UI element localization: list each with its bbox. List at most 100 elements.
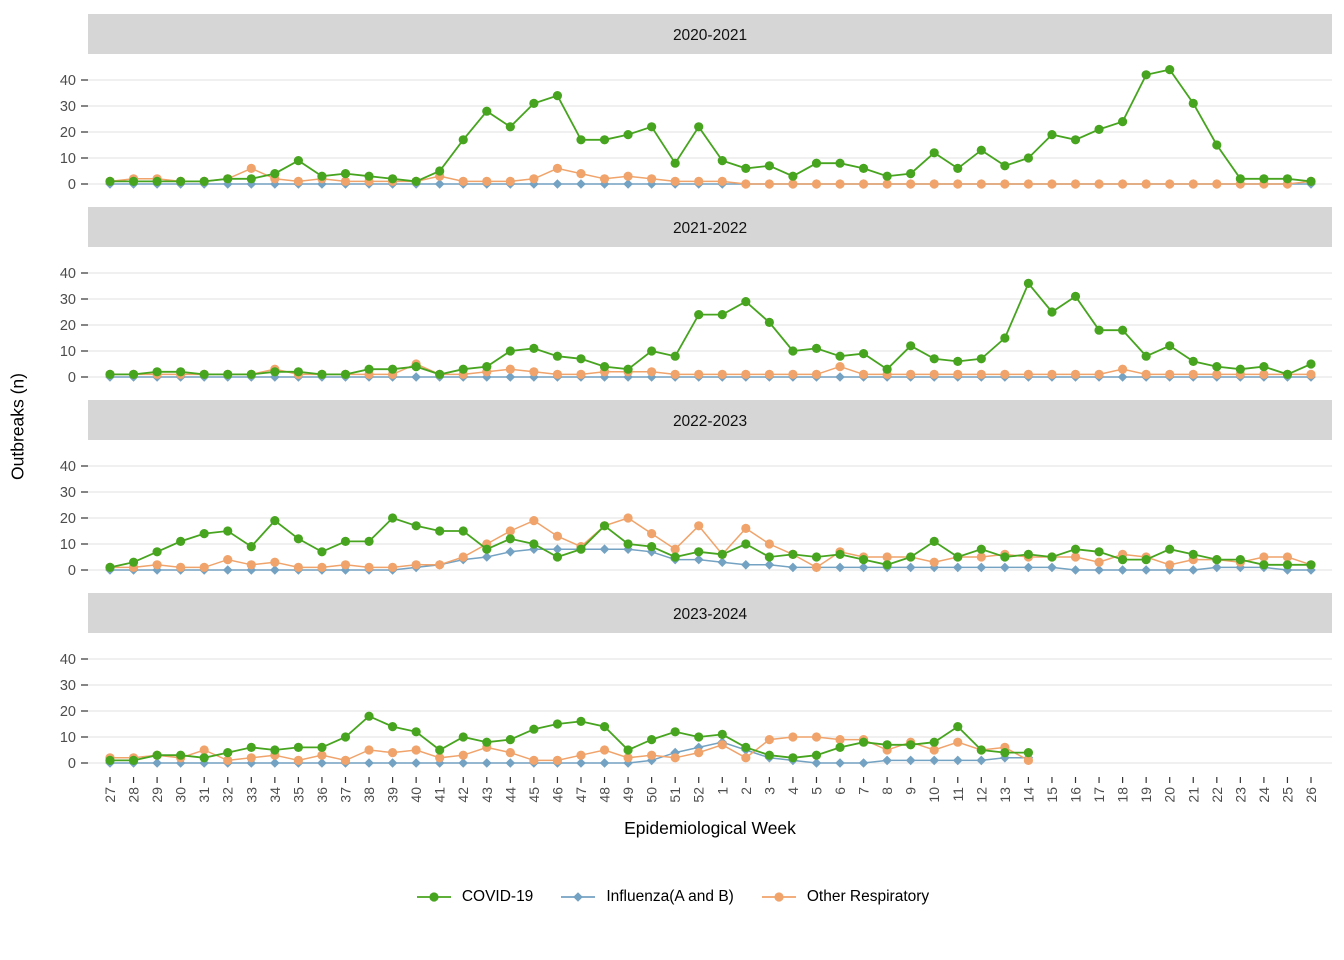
data-point xyxy=(741,539,751,549)
data-point xyxy=(835,351,845,361)
data-point xyxy=(694,122,704,132)
data-point xyxy=(670,544,680,554)
data-point xyxy=(976,145,986,155)
data-point xyxy=(694,732,704,742)
x-tick-label: 1 xyxy=(714,787,730,795)
y-tick-label: 10 xyxy=(60,730,76,746)
series-covid xyxy=(105,278,1316,379)
data-point xyxy=(670,753,680,763)
y-tick-label: 10 xyxy=(60,537,76,553)
data-point-diamond xyxy=(882,755,892,766)
x-tick-label: 14 xyxy=(1020,787,1036,803)
data-point xyxy=(152,176,162,186)
data-point-diamond xyxy=(1023,562,1034,573)
data-point xyxy=(647,750,657,760)
data-point xyxy=(694,521,704,531)
x-tick-label: 10 xyxy=(926,787,942,803)
influenza-line-diamond-icon xyxy=(561,892,596,902)
data-point-diamond xyxy=(835,758,845,768)
data-point xyxy=(623,539,633,549)
data-point-diamond xyxy=(152,565,162,575)
data-point xyxy=(505,526,515,536)
series-influenza xyxy=(105,372,1316,382)
data-point xyxy=(552,552,563,562)
data-point xyxy=(340,755,351,766)
data-point xyxy=(858,163,869,173)
data-point xyxy=(411,176,421,186)
data-point xyxy=(694,369,704,379)
data-point xyxy=(882,560,892,570)
y-tick-label: 40 xyxy=(60,652,76,668)
data-point xyxy=(458,552,468,562)
data-point xyxy=(599,362,610,372)
series-other xyxy=(105,732,1034,766)
data-point xyxy=(458,176,468,186)
data-point-diamond xyxy=(811,758,822,768)
data-point xyxy=(882,364,892,374)
data-point xyxy=(1212,179,1222,189)
data-point xyxy=(1282,174,1293,184)
data-point-diamond xyxy=(573,892,584,902)
x-tick-label: 33 xyxy=(243,787,259,803)
data-point xyxy=(953,737,963,747)
data-point xyxy=(858,179,869,189)
data-point xyxy=(1212,555,1222,565)
data-point xyxy=(1188,179,1198,189)
data-point xyxy=(387,562,398,573)
data-point xyxy=(741,297,751,307)
data-point xyxy=(128,176,139,186)
data-point-diamond xyxy=(1117,372,1128,382)
data-point-diamond xyxy=(246,758,257,768)
data-point xyxy=(1094,179,1104,189)
data-point-diamond xyxy=(976,562,987,573)
data-point xyxy=(953,356,963,366)
data-point xyxy=(717,156,727,166)
data-point xyxy=(906,169,916,179)
data-point xyxy=(387,748,398,758)
data-point xyxy=(882,552,892,562)
x-tick-label: 52 xyxy=(691,787,707,803)
x-tick-label: 35 xyxy=(290,787,306,803)
data-point xyxy=(1070,552,1081,562)
x-tick-label: 34 xyxy=(267,787,283,803)
data-point xyxy=(811,552,822,562)
data-point-diamond xyxy=(270,758,280,768)
data-point xyxy=(1188,356,1198,366)
data-point xyxy=(387,513,398,523)
data-point xyxy=(1000,369,1010,379)
data-point xyxy=(152,750,162,760)
data-point xyxy=(293,156,303,166)
data-point xyxy=(811,732,822,742)
data-point xyxy=(505,534,515,544)
series-line-other xyxy=(110,363,1311,376)
data-point xyxy=(623,364,633,374)
data-point xyxy=(741,753,751,763)
data-point xyxy=(364,171,374,181)
data-point-diamond xyxy=(1117,565,1128,575)
data-point-diamond xyxy=(835,372,845,382)
data-point xyxy=(1165,179,1175,189)
y-tick-label: 0 xyxy=(68,756,76,772)
data-point xyxy=(1000,179,1010,189)
data-point xyxy=(1047,179,1057,189)
data-point-diamond xyxy=(905,562,916,573)
data-point xyxy=(199,745,209,755)
data-point-diamond xyxy=(1188,565,1199,575)
data-point xyxy=(1070,291,1081,301)
data-point xyxy=(1000,333,1010,343)
data-point xyxy=(1000,161,1010,171)
data-point xyxy=(458,526,468,536)
x-tick-label: 32 xyxy=(220,787,236,803)
data-point-diamond xyxy=(929,562,940,573)
data-point xyxy=(317,750,327,760)
data-point xyxy=(647,367,657,377)
legend-label-covid: COVID-19 xyxy=(461,888,534,905)
data-point xyxy=(835,735,845,745)
data-point xyxy=(411,745,421,755)
data-point xyxy=(647,542,657,552)
data-point xyxy=(599,722,610,732)
data-point xyxy=(1118,179,1128,189)
x-tick-label: 21 xyxy=(1185,787,1201,803)
data-point xyxy=(1306,560,1316,570)
data-point xyxy=(835,742,845,753)
